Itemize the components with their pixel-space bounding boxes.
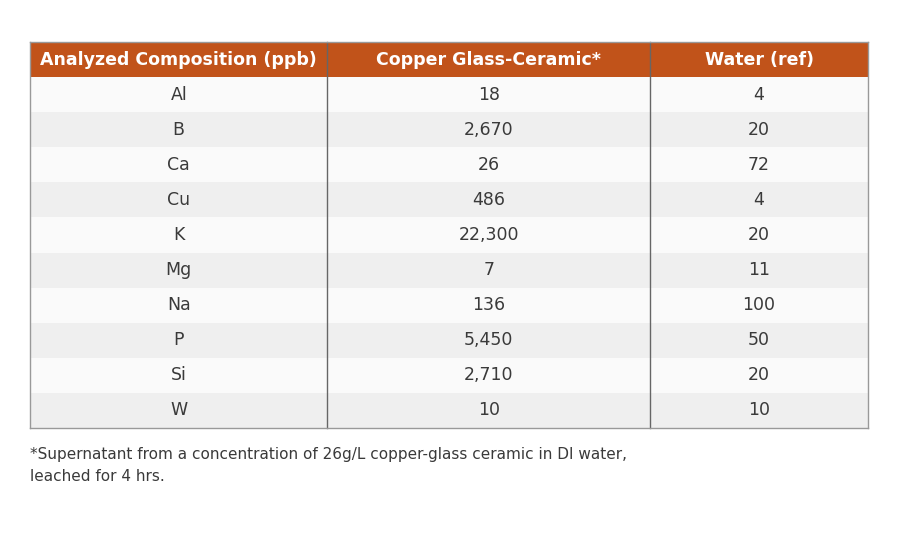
Bar bbox=[650, 288, 868, 323]
Text: 20: 20 bbox=[748, 226, 770, 244]
Text: 20: 20 bbox=[748, 121, 770, 139]
Bar bbox=[30, 77, 328, 112]
Bar bbox=[30, 323, 328, 358]
Text: Water (ref): Water (ref) bbox=[705, 51, 814, 69]
Text: 20: 20 bbox=[748, 366, 770, 384]
Bar bbox=[650, 183, 868, 217]
Text: 22,300: 22,300 bbox=[459, 226, 519, 244]
Text: 11: 11 bbox=[748, 261, 770, 279]
Bar bbox=[30, 112, 328, 147]
Text: Mg: Mg bbox=[166, 261, 192, 279]
Text: 26: 26 bbox=[478, 156, 500, 174]
Bar bbox=[30, 288, 328, 323]
Text: W: W bbox=[170, 402, 187, 420]
Bar bbox=[328, 217, 650, 252]
Text: 4: 4 bbox=[753, 86, 764, 103]
Bar bbox=[328, 358, 650, 393]
Bar bbox=[30, 252, 328, 288]
Bar bbox=[650, 77, 868, 112]
Bar bbox=[650, 147, 868, 183]
Bar bbox=[30, 42, 328, 77]
Text: 50: 50 bbox=[748, 331, 770, 349]
Bar bbox=[30, 183, 328, 217]
Text: Analyzed Composition (ppb): Analyzed Composition (ppb) bbox=[40, 51, 317, 69]
Text: 486: 486 bbox=[472, 191, 505, 209]
Bar bbox=[328, 77, 650, 112]
Bar bbox=[328, 393, 650, 428]
Text: B: B bbox=[173, 121, 184, 139]
Bar bbox=[30, 217, 328, 252]
Text: 10: 10 bbox=[478, 402, 500, 420]
Bar bbox=[650, 393, 868, 428]
Text: 5,450: 5,450 bbox=[464, 331, 514, 349]
Bar bbox=[328, 112, 650, 147]
Bar bbox=[30, 147, 328, 183]
Bar bbox=[328, 147, 650, 183]
Text: Copper Glass-Ceramic*: Copper Glass-Ceramic* bbox=[376, 51, 601, 69]
Text: K: K bbox=[173, 226, 184, 244]
Bar bbox=[30, 358, 328, 393]
Bar bbox=[650, 358, 868, 393]
Text: Cu: Cu bbox=[167, 191, 190, 209]
Text: 10: 10 bbox=[748, 402, 770, 420]
Bar bbox=[328, 288, 650, 323]
Bar bbox=[650, 323, 868, 358]
Bar bbox=[650, 252, 868, 288]
Text: 136: 136 bbox=[472, 296, 506, 314]
Text: Na: Na bbox=[166, 296, 191, 314]
Text: 18: 18 bbox=[478, 86, 500, 103]
Bar bbox=[328, 252, 650, 288]
Text: Ca: Ca bbox=[167, 156, 190, 174]
Bar bbox=[328, 42, 650, 77]
Text: Si: Si bbox=[171, 366, 186, 384]
Bar bbox=[328, 323, 650, 358]
Text: 2,670: 2,670 bbox=[464, 121, 514, 139]
Text: P: P bbox=[174, 331, 184, 349]
Text: 4: 4 bbox=[753, 191, 764, 209]
Bar bbox=[328, 183, 650, 217]
Text: Al: Al bbox=[170, 86, 187, 103]
Text: 100: 100 bbox=[742, 296, 776, 314]
Bar bbox=[30, 393, 328, 428]
Text: *Supernatant from a concentration of 26g/L copper-glass ceramic in DI water,
lea: *Supernatant from a concentration of 26g… bbox=[30, 447, 627, 484]
Text: 2,710: 2,710 bbox=[464, 366, 514, 384]
Text: 7: 7 bbox=[483, 261, 494, 279]
Bar bbox=[650, 42, 868, 77]
Bar bbox=[650, 112, 868, 147]
Text: 72: 72 bbox=[748, 156, 770, 174]
Bar bbox=[650, 217, 868, 252]
